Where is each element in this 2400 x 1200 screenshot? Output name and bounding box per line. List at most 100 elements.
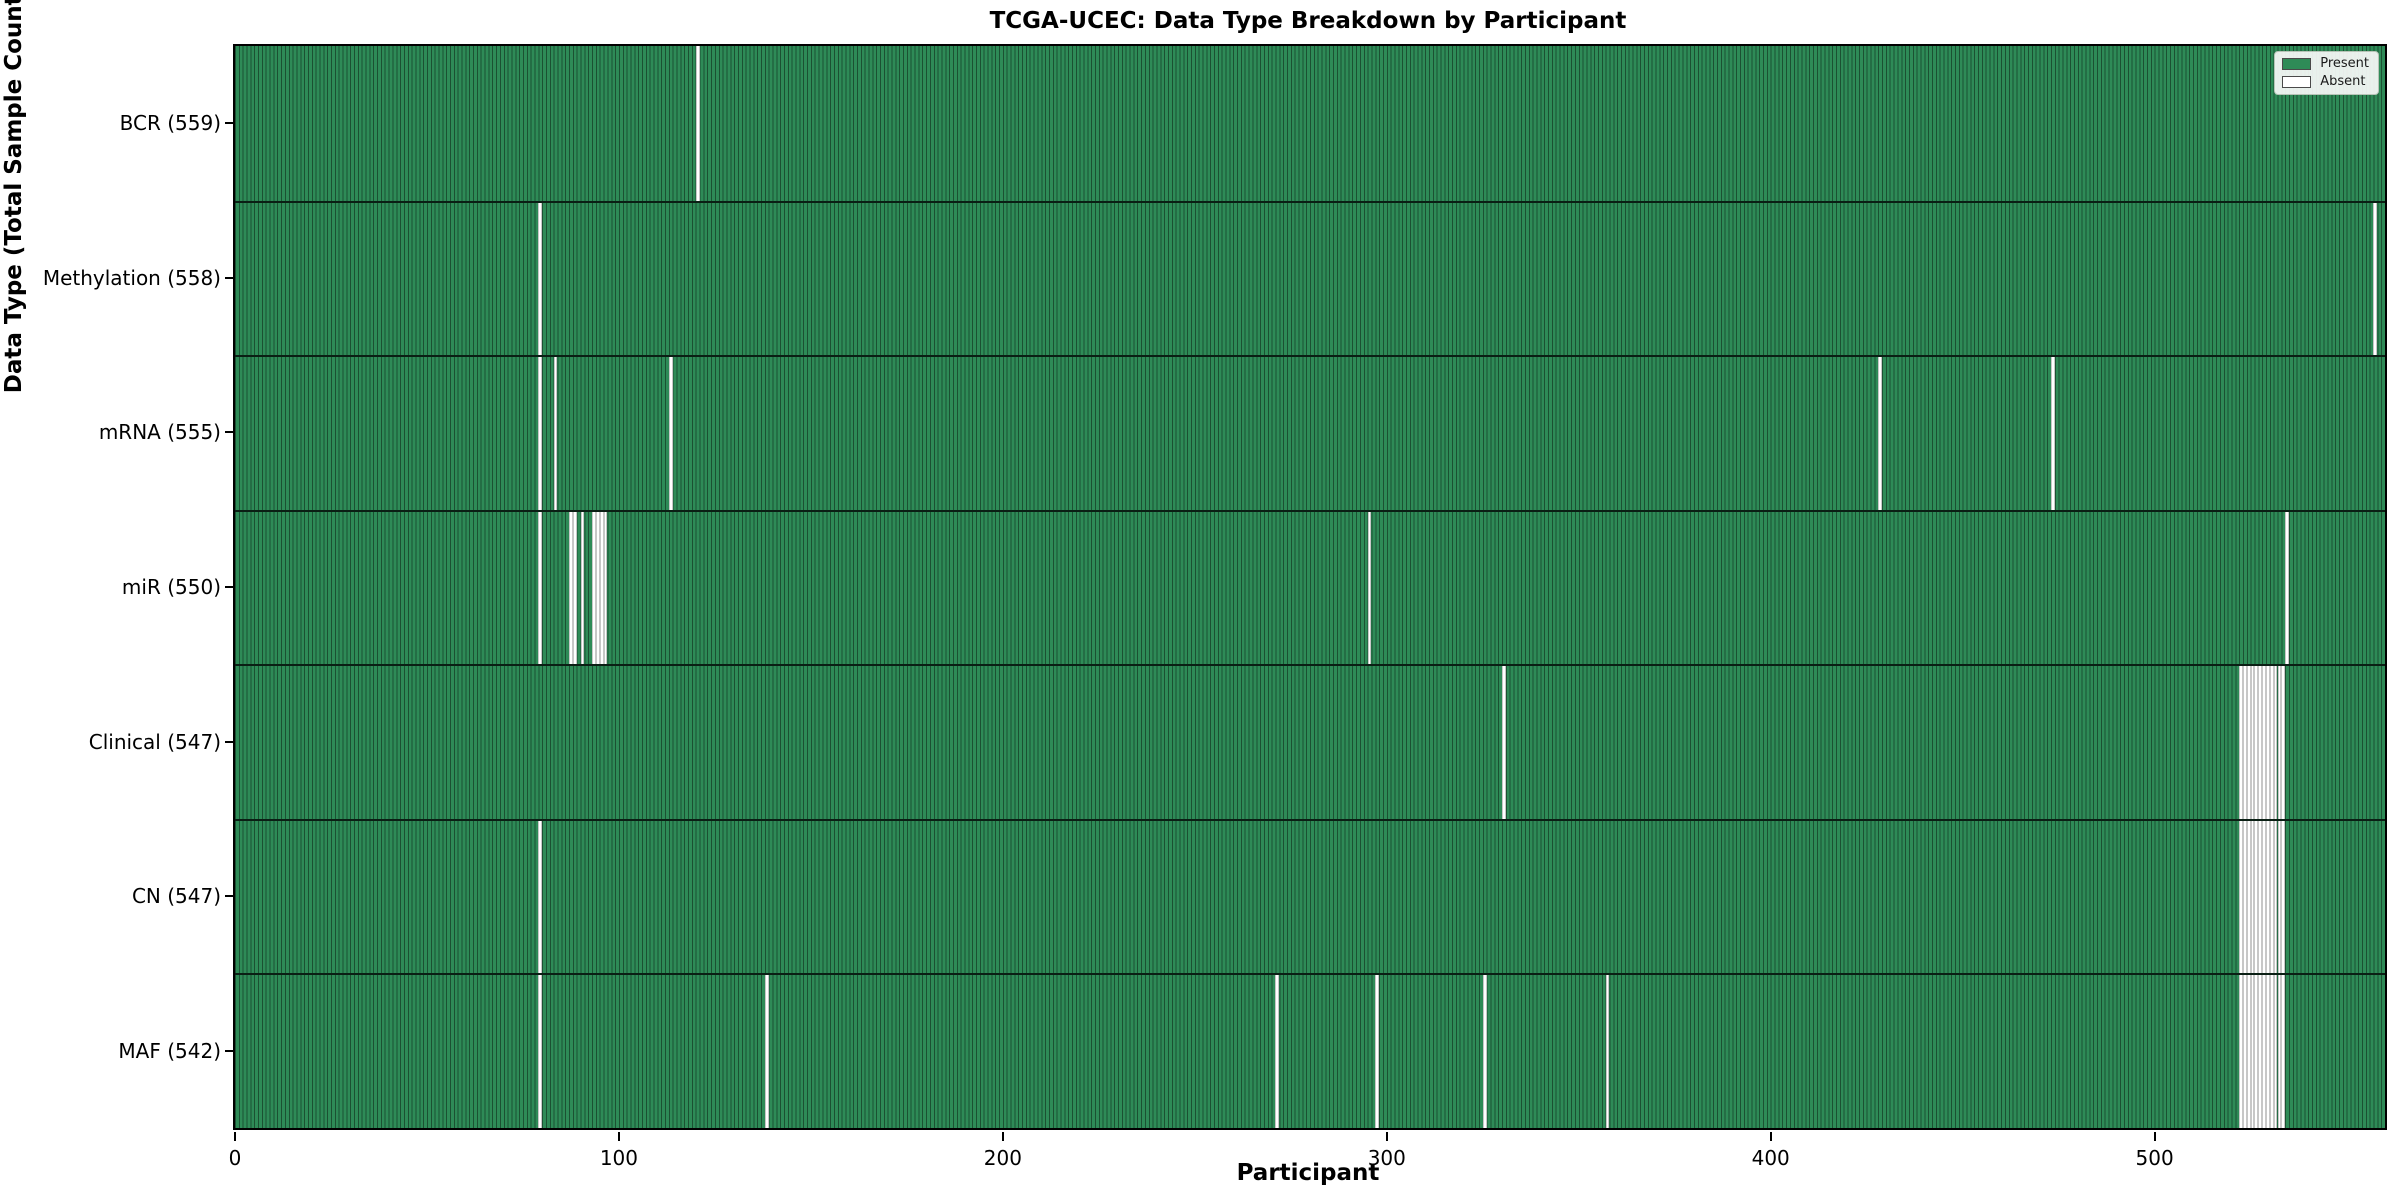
absent-stripe-Clinical-531 <box>2273 666 2278 819</box>
absent-stripe-MAF-523 <box>2242 975 2247 1128</box>
absent-stripe-MAF-325 <box>1482 975 1487 1128</box>
absent-stripe-Clinical-527 <box>2258 666 2263 819</box>
x-tick-0 <box>234 1132 236 1141</box>
legend-label-absent: Absent <box>2320 74 2366 89</box>
absent-stripe-mRNA-473 <box>2050 357 2055 510</box>
absent-stripe-CN-524 <box>2246 820 2251 974</box>
absent-stripe-miR-96 <box>603 511 608 665</box>
x-tick-label-300: 300 <box>1367 1146 1406 1170</box>
x-tick-label-0: 0 <box>228 1146 242 1170</box>
y-tick-miR <box>225 586 234 588</box>
bar-row-MAF <box>235 973 2385 1128</box>
absent-stripe-CN-526 <box>2254 820 2259 974</box>
y-tick-label-Methylation: Methylation (558) <box>42 265 221 290</box>
absent-stripe-mRNA-83 <box>553 357 558 510</box>
absent-stripe-Clinical-530 <box>2269 666 2274 819</box>
absent-stripe-miR-93 <box>592 511 596 665</box>
x-tick-500 <box>2153 1132 2156 1141</box>
legend-entry-absent: Absent <box>2282 75 2369 89</box>
absent-stripe-CN-531 <box>2273 820 2278 974</box>
absent-stripe-MAF-525 <box>2250 975 2255 1128</box>
y-tick-label-mRNA: mRNA (555) <box>98 420 221 445</box>
legend-swatch-present <box>2282 58 2312 70</box>
absent-stripe-Clinical-532 <box>2277 666 2282 819</box>
absent-stripe-mRNA-428 <box>1878 357 1883 510</box>
bar-row-BCR <box>235 46 2385 201</box>
absent-stripe-MAF-271 <box>1275 975 1280 1128</box>
y-tick-label-miR: miR (550) <box>121 575 221 599</box>
x-tick-200 <box>1001 1132 1004 1141</box>
absent-stripe-CN-522 <box>2239 820 2243 974</box>
legend-swatch-absent <box>2282 76 2312 88</box>
absent-stripe-Clinical-523 <box>2242 666 2247 819</box>
absent-stripe-miR-534 <box>2285 511 2289 665</box>
absent-stripe-Clinical-526 <box>2254 666 2259 819</box>
absent-stripe-mRNA-113 <box>668 357 673 510</box>
absent-stripe-MAF-297 <box>1375 975 1380 1128</box>
y-tick-Methylation <box>225 276 234 279</box>
absent-stripe-miR-87 <box>569 511 573 665</box>
y-tick-label-BCR: BCR (559) <box>119 111 221 136</box>
absent-stripe-CN-528 <box>2262 820 2266 974</box>
absent-stripe-CN-532 <box>2277 820 2282 974</box>
absent-stripe-Clinical-525 <box>2250 666 2255 819</box>
y-tick-mRNA <box>225 431 234 434</box>
absent-stripe-MAF-531 <box>2273 975 2278 1128</box>
absent-stripe-Clinical-528 <box>2262 666 2266 819</box>
y-tick-label-MAF: MAF (542) <box>118 1038 221 1063</box>
y-tick-CN <box>225 895 234 898</box>
absent-stripe-MAF-530 <box>2269 975 2274 1128</box>
legend: Present Absent <box>2274 51 2379 95</box>
absent-stripe-MAF-357 <box>1605 975 1610 1128</box>
absent-stripe-Clinical-524 <box>2246 666 2251 819</box>
absent-stripe-miR-95 <box>599 511 604 665</box>
absent-stripe-miR-79 <box>538 511 543 665</box>
absent-stripe-Clinical-330 <box>1501 666 1506 819</box>
absent-stripe-miR-94 <box>595 511 600 665</box>
absent-stripe-Methylation-79 <box>538 202 543 356</box>
x-tick-label-200: 200 <box>983 1146 1022 1170</box>
absent-stripe-mRNA-79 <box>538 357 543 510</box>
absent-stripe-MAF-533 <box>2281 975 2286 1128</box>
absent-stripe-BCR-120 <box>695 46 700 201</box>
absent-stripe-MAF-528 <box>2262 975 2266 1128</box>
absent-stripe-CN-527 <box>2258 820 2263 974</box>
legend-label-present: Present <box>2320 56 2369 71</box>
absent-stripe-MAF-526 <box>2254 975 2259 1128</box>
y-axis-label: Data Type (Total Sample Count) <box>1 0 27 394</box>
y-tick-label-CN: CN (547) <box>131 884 221 909</box>
x-tick-300 <box>1385 1132 1388 1141</box>
absent-stripe-CN-525 <box>2250 820 2255 974</box>
y-tick-MAF <box>225 1049 234 1052</box>
absent-stripe-MAF-138 <box>764 975 769 1128</box>
absent-stripe-CN-533 <box>2281 820 2286 974</box>
absent-stripe-MAF-527 <box>2258 975 2263 1128</box>
absent-stripe-Clinical-533 <box>2281 666 2286 819</box>
legend-entry-present: Present <box>2282 57 2369 71</box>
absent-stripe-miR-88 <box>572 511 577 665</box>
absent-stripe-miR-90 <box>580 511 585 665</box>
absent-stripe-Clinical-529 <box>2265 666 2270 819</box>
plot-area: Present Absent BCR (559) Methylation (558)… <box>43 44 2387 1170</box>
x-tick-100 <box>617 1132 620 1141</box>
absent-stripe-miR-295 <box>1367 511 1372 665</box>
absent-stripe-MAF-524 <box>2246 975 2251 1128</box>
absent-stripe-Clinical-522 <box>2239 666 2243 819</box>
bar-row-Clinical <box>235 664 2385 819</box>
absent-stripe-CN-79 <box>538 820 543 974</box>
absent-stripe-MAF-529 <box>2265 975 2270 1128</box>
y-tick-Clinical <box>225 740 234 743</box>
absent-stripe-CN-530 <box>2269 820 2274 974</box>
y-tick-BCR <box>225 122 234 125</box>
absent-stripe-CN-529 <box>2265 820 2270 974</box>
bar-row-CN <box>235 818 2385 974</box>
bar-row-mRNA <box>235 355 2385 510</box>
absent-stripe-MAF-79 <box>538 975 543 1128</box>
absent-stripe-MAF-522 <box>2239 975 2243 1128</box>
x-axis-label: Participant <box>1236 1160 1380 1186</box>
y-tick-label-Clinical: Clinical (547) <box>88 729 221 754</box>
bar-row-miR <box>235 509 2385 665</box>
bar-row-Methylation <box>235 200 2385 356</box>
x-tick-400 <box>1769 1132 1772 1141</box>
